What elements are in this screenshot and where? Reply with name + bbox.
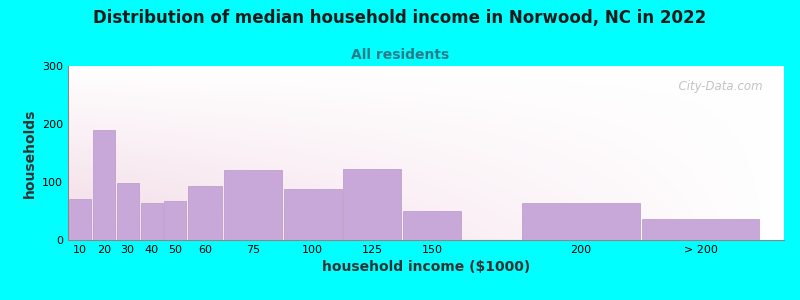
Bar [165,201,186,240]
Text: Distribution of median household income in Norwood, NC in 2022: Distribution of median household income … [94,9,706,27]
Bar [93,130,114,240]
Bar [642,218,759,240]
Bar [188,186,222,240]
Bar [69,200,91,240]
Bar [117,183,138,240]
Y-axis label: households: households [22,108,37,198]
Bar [522,203,640,240]
Bar [343,169,401,240]
Bar [284,189,342,240]
Text: City-Data.com: City-Data.com [671,80,762,93]
X-axis label: household income ($1000): household income ($1000) [322,260,530,274]
Bar [403,211,461,240]
Text: All residents: All residents [351,48,449,62]
Bar [141,203,162,240]
Bar [224,170,282,240]
